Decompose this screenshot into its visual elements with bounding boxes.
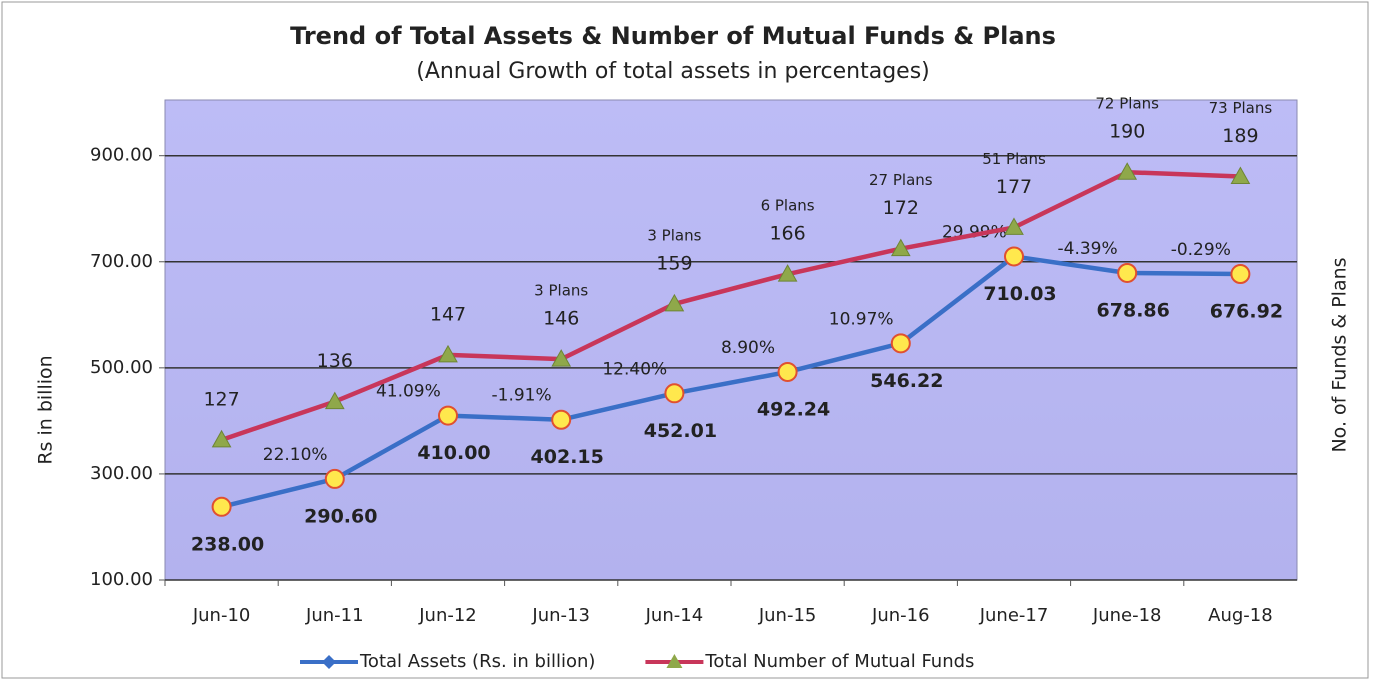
growth-label: 8.90% xyxy=(721,338,775,358)
data-label: 166 xyxy=(769,223,805,245)
y-tick-label: 700.00 xyxy=(90,251,153,272)
x-tick-label: Jun-13 xyxy=(531,605,590,626)
point-marker xyxy=(1230,264,1251,285)
point-marker xyxy=(1117,262,1138,283)
plan-label: 3 Plans xyxy=(534,282,588,300)
point-marker xyxy=(211,496,232,517)
legend-marker xyxy=(666,654,683,668)
x-tick-label: Jun-14 xyxy=(645,605,704,626)
data-label: 146 xyxy=(543,308,579,330)
data-label: 159 xyxy=(656,252,692,274)
triangle-marker xyxy=(777,264,798,282)
data-label: 402.15 xyxy=(531,446,604,468)
data-label: 172 xyxy=(883,197,919,219)
legend-marker xyxy=(322,655,336,669)
point-marker xyxy=(438,405,458,426)
triangle-marker xyxy=(1230,166,1251,184)
plan-label: 3 Plans xyxy=(647,226,701,244)
data-label: 678.86 xyxy=(1097,299,1170,321)
plan-label: 72 Plans xyxy=(1095,95,1159,113)
growth-label: -1.91% xyxy=(492,386,552,406)
data-label: 710.03 xyxy=(983,283,1056,305)
x-tick-label: June-17 xyxy=(979,605,1049,626)
data-label: 189 xyxy=(1222,125,1258,147)
data-label: 492.24 xyxy=(757,398,830,420)
y-tick-label: 100.00 xyxy=(90,569,153,590)
x-tick-label: Aug-18 xyxy=(1208,605,1273,626)
growth-label: 22.10% xyxy=(263,445,328,465)
point-marker xyxy=(890,333,911,354)
data-label: 676.92 xyxy=(1210,301,1283,323)
point-marker xyxy=(777,361,798,382)
triangle-marker xyxy=(551,349,572,367)
data-label: 136 xyxy=(317,350,353,372)
point-marker xyxy=(664,383,685,404)
plan-label: 6 Plans xyxy=(761,197,815,215)
data-label: 290.60 xyxy=(304,505,377,527)
data-label: 546.22 xyxy=(870,370,943,392)
growth-label: -4.39% xyxy=(1058,239,1118,259)
x-tick-label: Jun-16 xyxy=(871,605,930,626)
series-line xyxy=(221,254,1241,509)
growth-label: 12.40% xyxy=(602,359,667,379)
x-tick-label: Jun-10 xyxy=(192,605,251,626)
x-tick-label: June-18 xyxy=(1092,605,1162,626)
data-label: 177 xyxy=(996,176,1032,198)
triangle-marker xyxy=(1117,162,1138,180)
y-tick-label: 300.00 xyxy=(90,463,153,484)
triangle-marker xyxy=(664,293,685,312)
legend-label: Total Assets (Rs. in billion) xyxy=(359,651,595,672)
data-label: 147 xyxy=(430,303,466,325)
y2-axis-title: No. of Funds & Plans xyxy=(1329,257,1351,452)
triangle-marker xyxy=(890,238,911,257)
x-tick-label: Jun-12 xyxy=(418,605,477,626)
plan-label: 51 Plans xyxy=(982,150,1046,168)
triangle-marker xyxy=(1004,217,1024,235)
point-marker xyxy=(551,409,572,430)
growth-label: -0.29% xyxy=(1171,240,1231,260)
plan-label: 73 Plans xyxy=(1209,99,1273,117)
legend-label: Total Number of Mutual Funds xyxy=(704,651,974,672)
y-tick-label: 500.00 xyxy=(90,357,153,378)
x-tick-label: Jun-11 xyxy=(305,605,364,626)
series-line xyxy=(220,169,1241,442)
plan-label: 27 Plans xyxy=(869,171,933,189)
point-marker xyxy=(1004,246,1024,267)
point-marker xyxy=(324,468,345,489)
data-label: 238.00 xyxy=(191,533,264,555)
chart-title: Trend of Total Assets & Number of Mutual… xyxy=(290,22,1056,50)
data-label: 127 xyxy=(203,388,239,410)
chart-subtitle: (Annual Growth of total assets in percen… xyxy=(416,59,930,84)
data-label: 452.01 xyxy=(644,420,717,442)
growth-label: 41.09% xyxy=(376,382,441,402)
y-tick-label: 900.00 xyxy=(90,145,153,166)
triangle-marker xyxy=(211,429,232,448)
x-tick-label: Jun-15 xyxy=(758,605,817,626)
triangle-marker xyxy=(438,344,458,363)
growth-label: 10.97% xyxy=(829,309,894,329)
data-label: 410.00 xyxy=(417,442,490,464)
triangle-marker xyxy=(324,391,345,410)
data-label: 190 xyxy=(1109,121,1145,143)
y-axis-title: Rs in billion xyxy=(35,355,57,464)
